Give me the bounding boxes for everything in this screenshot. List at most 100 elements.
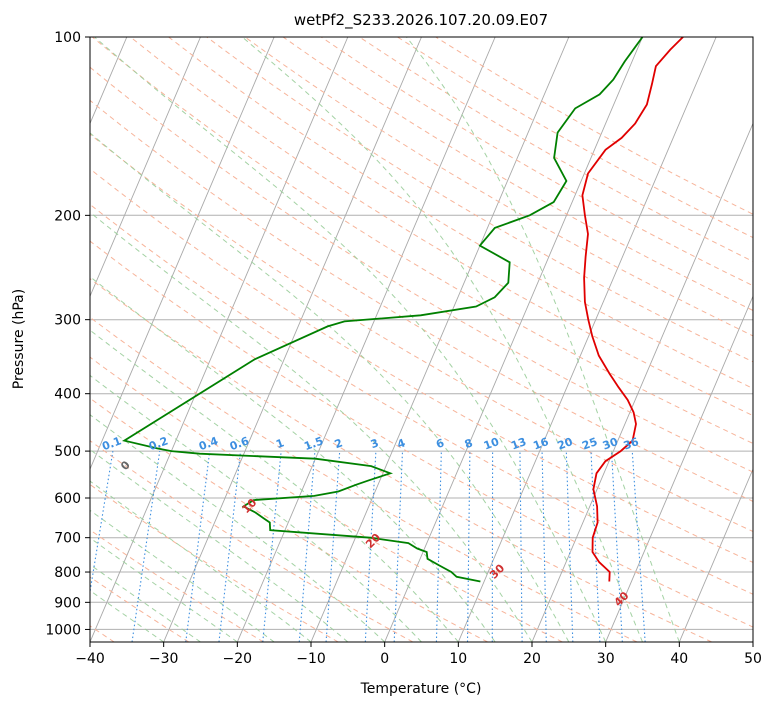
dry-adiabat-label: 0 (118, 458, 133, 473)
mixing-ratio-label: 6 (434, 436, 446, 451)
dry-adiabat-line (90, 483, 339, 642)
mixing-ratio-line (565, 451, 574, 642)
mixing-ratio-label: 0.2 (147, 434, 170, 453)
dry-adiabat-line (282, 37, 753, 312)
y-tick-label: 500 (54, 444, 81, 460)
moist-adiabat-line (90, 329, 459, 642)
x-tick-label: 40 (670, 651, 688, 667)
mixing-ratio-line (610, 451, 623, 642)
moist-adiabat-line (90, 211, 533, 642)
dry-adiabat-line (90, 66, 753, 473)
mixing-ratio-label: 3 (369, 436, 381, 451)
temperature-profile-line (581, 37, 684, 582)
dry-adiabat-line (90, 203, 753, 595)
x-tick-label: 50 (744, 651, 762, 667)
chart-title: wetPf2_S233.2026.107.20.09.E07 (294, 11, 548, 30)
moist-adiabat-line (241, 37, 643, 642)
mixing-ratio-label: 25 (580, 435, 599, 452)
dry-adiabat-line (90, 397, 488, 642)
mixing-ratio-line (435, 451, 442, 642)
moist-adiabat-line (94, 37, 607, 642)
mixing-ratio-line (185, 451, 211, 642)
reference-lines (90, 37, 753, 642)
dry-adiabat-label: 40 (612, 589, 632, 609)
dry-adiabat-line (244, 37, 753, 337)
isotherm-line (752, 640, 753, 642)
x-tick-label: −30 (149, 651, 179, 667)
y-tick-label: 300 (54, 313, 81, 329)
moist-adiabat-line (90, 563, 201, 642)
mixing-ratio-line (131, 451, 161, 642)
axis-ticks: −40 −30 −20 −10 0 10 20 30 40 5010020030040050060… (45, 30, 762, 667)
mixing-ratio-label: 16 (531, 435, 550, 453)
mixing-ratio-label: 8 (463, 436, 475, 451)
isotherm-line (236, 37, 496, 642)
y-tick-label: 100 (54, 30, 81, 46)
y-axis-label: Pressure (hPa) (11, 289, 27, 389)
mixing-ratio-label: 36 (622, 435, 641, 453)
x-tick-label: 10 (449, 651, 467, 667)
mixing-ratio-label: 0.6 (228, 434, 251, 453)
dry-adiabat-line (90, 576, 190, 642)
mixing-ratio-line (631, 451, 646, 642)
mixing-ratio-label: 13 (509, 435, 528, 452)
data-lines (121, 37, 684, 583)
dry-adiabat-line (90, 168, 753, 563)
mixing-ratio-label: 30 (601, 435, 620, 453)
dry-adiabat-line (206, 37, 753, 363)
mixing-ratio-line (218, 451, 242, 642)
dry-adiabat-line (90, 278, 712, 642)
dry-adiabat-line (168, 37, 753, 389)
dry-adiabat-line (90, 240, 753, 628)
y-tick-label: 1000 (45, 622, 81, 638)
dry-adiabat-line (90, 356, 563, 642)
isotherm-line (90, 37, 201, 298)
dry-adiabat-line (90, 316, 638, 642)
y-tick-label: 600 (54, 491, 81, 507)
mixing-ratio-label: 2 (333, 436, 345, 451)
y-tick-label: 900 (54, 595, 81, 611)
mixing-ratio-line (90, 451, 114, 596)
mixing-ratio-label: 0.1 (100, 434, 123, 453)
dry-adiabat-line (130, 37, 753, 417)
dry-adiabat-line (359, 37, 753, 263)
moist-adiabat-line (406, 37, 680, 642)
moist-adiabat-line (90, 509, 275, 642)
y-tick-label: 700 (54, 531, 81, 547)
dry-adiabat-line (90, 529, 264, 642)
y-tick-label: 800 (54, 565, 81, 581)
dry-adiabat-line (91, 37, 753, 445)
y-tick-label: 400 (54, 387, 81, 403)
moist-adiabat-line (90, 132, 570, 642)
dry-adiabat-line (90, 440, 414, 642)
x-axis-label: Temperature (°C) (360, 681, 482, 697)
moist-adiabat-line (90, 448, 349, 642)
dry-adiabat-line (90, 133, 753, 533)
x-tick-label: 30 (597, 651, 615, 667)
x-tick-label: 0 (380, 651, 389, 667)
isotherm-line (678, 467, 753, 642)
moist-adiabat-line (90, 414, 386, 642)
mixing-ratio-line (519, 451, 523, 642)
isotherm-line (605, 295, 753, 642)
x-tick-label: 20 (523, 651, 541, 667)
moist-adiabat-line (90, 276, 496, 642)
isotherm-line (531, 122, 753, 642)
mixing-ratio-label: 20 (556, 435, 575, 453)
isotherm-line (457, 37, 717, 642)
isotherm-line (90, 37, 275, 471)
mixing-ratio-label: 1 (274, 436, 286, 451)
mixing-ratio-label: 0.4 (197, 434, 220, 453)
isotherm-line (384, 37, 643, 642)
dewpoint-profile-line (121, 37, 644, 583)
x-tick-label: −10 (296, 651, 326, 667)
moist-adiabat-line (90, 374, 422, 642)
dry-adiabat-line (435, 37, 753, 215)
x-tick-label: −20 (223, 651, 253, 667)
moist-adiabat-line (90, 589, 164, 642)
y-tick-label: 200 (54, 208, 81, 224)
moist-adiabat-line (90, 537, 238, 642)
mixing-ratio-label: 4 (395, 436, 407, 451)
